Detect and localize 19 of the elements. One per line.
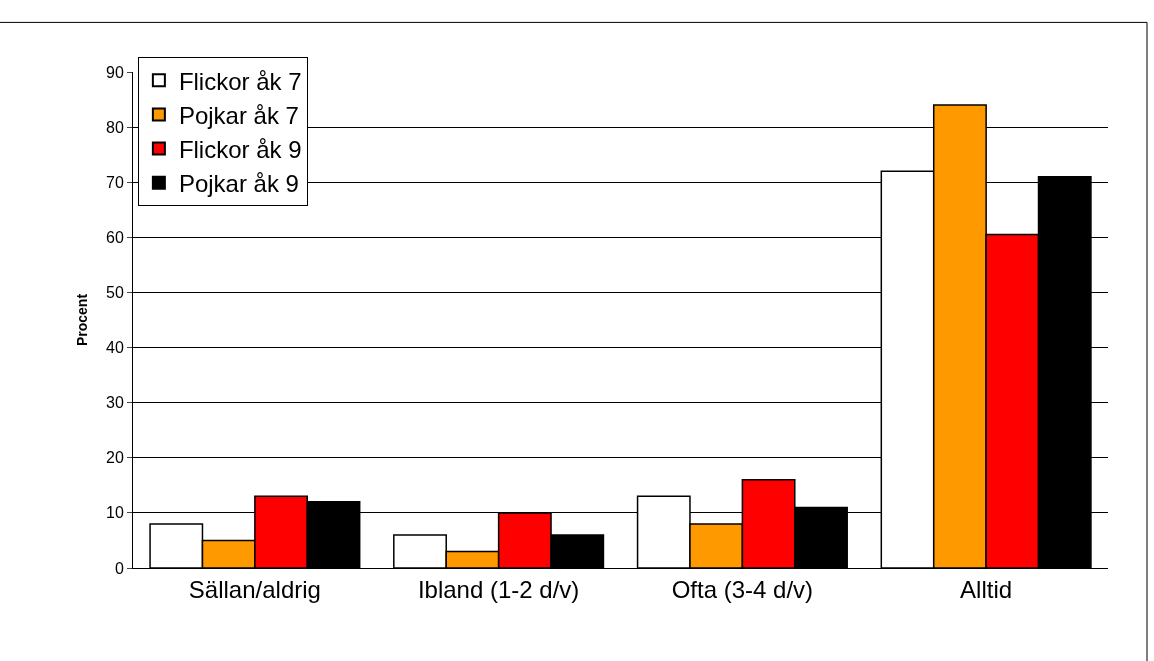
y-tick-label: 60 xyxy=(106,228,124,246)
y-tick-label: 70 xyxy=(106,173,124,191)
y-tick-label: 50 xyxy=(106,284,124,302)
x-tick-label: Alltid xyxy=(960,575,1013,603)
y-tick-label: 80 xyxy=(106,118,124,136)
y-axis-title: Procent xyxy=(73,293,90,347)
x-tick-label: Ibland (1-2 d/v) xyxy=(417,575,580,603)
legend-label: Flickor åk 7 xyxy=(178,67,302,95)
y-tick-label: 30 xyxy=(106,394,124,412)
y-tick-label: 90 xyxy=(106,63,124,81)
x-tick-label: Sällan/aldrig xyxy=(188,575,321,603)
y-tick-label: 10 xyxy=(106,504,124,522)
legend-label: Flickor åk 9 xyxy=(178,135,302,163)
legend-label: Pojkar åk 9 xyxy=(178,170,299,198)
x-tick-label: Ofta (3-4 d/v) xyxy=(671,575,814,603)
y-tick-label: 0 xyxy=(114,559,124,577)
legend-label: Pojkar åk 7 xyxy=(178,101,299,129)
y-tick-label: 20 xyxy=(106,449,124,467)
y-tick-label: 40 xyxy=(106,339,124,357)
